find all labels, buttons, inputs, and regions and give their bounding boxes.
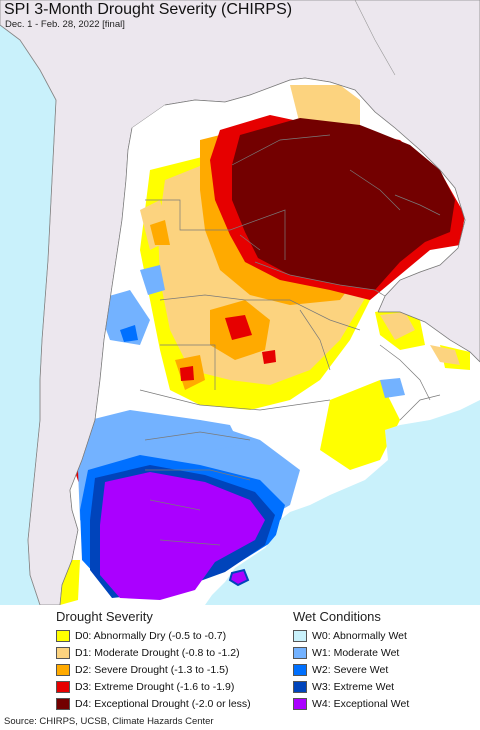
brazil-interior-border bbox=[354, 0, 396, 76]
w4-areas bbox=[100, 472, 265, 600]
admin-borders bbox=[59, 77, 480, 605]
drought-legend: D0: Abnormally Dry (-0.5 to -0.7) D1: Mo… bbox=[56, 627, 251, 712]
legend-swatch-d2 bbox=[56, 663, 70, 676]
legend-label-w0: W0: Abnormally Wet bbox=[312, 629, 407, 642]
drought-map bbox=[0, 0, 480, 605]
legend-label-w2: W2: Severe Wet bbox=[312, 663, 389, 676]
legend-item-w4: W4: Exceptional Wet bbox=[293, 695, 409, 712]
drought-legend-heading: Drought Severity bbox=[56, 609, 153, 624]
legend-item-w2: W2: Severe Wet bbox=[293, 661, 409, 678]
chile-coast bbox=[27, 99, 57, 605]
legend-label-d2: D2: Severe Drought (-1.3 to -1.5) bbox=[75, 663, 229, 676]
wet-legend: W0: Abnormally Wet W1: Moderate Wet W2: … bbox=[293, 627, 409, 712]
legend-swatch-w2 bbox=[293, 663, 307, 676]
legend-swatch-d1 bbox=[56, 646, 70, 659]
legend-swatch-w4 bbox=[293, 697, 307, 710]
legend-swatch-d0 bbox=[56, 629, 70, 642]
legend-swatch-d3 bbox=[56, 680, 70, 693]
coastal-wet-patch bbox=[228, 568, 250, 587]
legend-item-w3: W3: Extreme Wet bbox=[293, 678, 409, 695]
legend-label-d1: D1: Moderate Drought (-0.8 to -1.2) bbox=[75, 646, 240, 659]
legend-swatch-d4 bbox=[56, 697, 70, 710]
legend-label-d4: D4: Exceptional Drought (-2.0 or less) bbox=[75, 697, 251, 710]
legend-item-w1: W1: Moderate Wet bbox=[293, 644, 409, 661]
legend-item-d2: D2: Severe Drought (-1.3 to -1.5) bbox=[56, 661, 251, 678]
legend-label-w3: W3: Extreme Wet bbox=[312, 680, 395, 693]
legend-swatch-w1 bbox=[293, 646, 307, 659]
peru-coast bbox=[0, 24, 57, 101]
legend-label-w4: W4: Exceptional Wet bbox=[312, 697, 410, 710]
map-subtitle: Dec. 1 - Feb. 28, 2022 [final] bbox=[5, 19, 125, 30]
legend-item-w0: W0: Abnormally Wet bbox=[293, 627, 409, 644]
legend-item-d3: D3: Extreme Drought (-1.6 to -1.9) bbox=[56, 678, 251, 695]
legend-item-d4: D4: Exceptional Drought (-2.0 or less) bbox=[56, 695, 251, 712]
legend-swatch-w3 bbox=[293, 680, 307, 693]
legend-label-d0: D0: Abnormally Dry (-0.5 to -0.7) bbox=[75, 629, 227, 642]
legend-swatch-w0 bbox=[293, 629, 307, 642]
map-title: SPI 3-Month Drought Severity (CHIRPS) bbox=[4, 1, 293, 18]
legend-label-d3: D3: Extreme Drought (-1.6 to -1.9) bbox=[75, 680, 235, 693]
legend-label-w1: W1: Moderate Wet bbox=[312, 646, 400, 659]
legend-item-d1: D1: Moderate Drought (-0.8 to -1.2) bbox=[56, 644, 251, 661]
source-credit: Source: CHIRPS, UCSB, Climate Hazards Ce… bbox=[4, 716, 214, 727]
legend-item-d0: D0: Abnormally Dry (-0.5 to -0.7) bbox=[56, 627, 251, 644]
wet-legend-heading: Wet Conditions bbox=[293, 609, 381, 624]
